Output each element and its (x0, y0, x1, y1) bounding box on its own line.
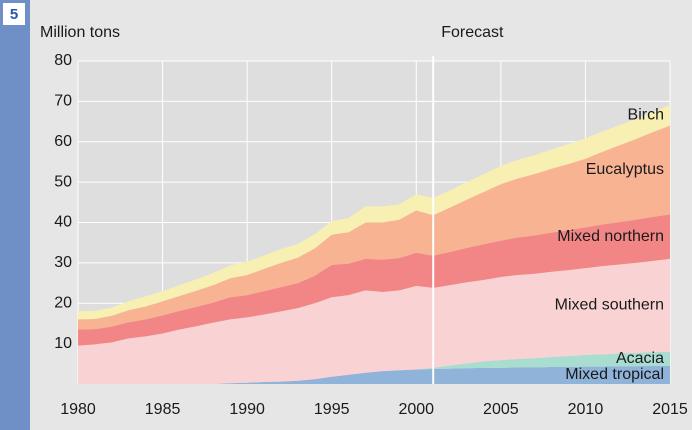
y-tick-label: 60 (54, 133, 72, 150)
x-tick-label: 2000 (398, 401, 434, 418)
y-tick-label: 50 (54, 173, 72, 190)
x-tick-label: 2010 (568, 401, 604, 418)
y-tick-label: 10 (54, 335, 72, 352)
y-tick-label: 40 (54, 214, 72, 231)
y-tick-label: 70 (54, 93, 72, 110)
series-label: Mixed tropical (565, 366, 664, 383)
series-label: Mixed northern (557, 228, 664, 245)
x-tick-label: 2015 (652, 401, 688, 418)
x-tick-label: 1980 (60, 401, 96, 418)
y-tick-label: 30 (54, 254, 72, 271)
y-tick-label: 20 (54, 294, 72, 311)
series-label: Eucalyptus (586, 161, 664, 178)
side-strip (0, 0, 30, 430)
x-tick-label: 2005 (483, 401, 519, 418)
area (78, 125, 670, 330)
area (78, 351, 670, 384)
area (78, 214, 670, 346)
x-tick-label: 1990 (229, 401, 265, 418)
x-tick-label: 1985 (145, 401, 181, 418)
area (78, 365, 670, 384)
series-label: Birch (628, 107, 664, 124)
area (78, 258, 670, 384)
series-label: Acacia (616, 350, 664, 367)
y-tick-label: 80 (54, 52, 72, 69)
annotation: Forecast (441, 24, 504, 41)
y-axis-label: Million tons (40, 24, 120, 41)
area (78, 105, 670, 320)
series-label: Mixed southern (555, 296, 664, 313)
badge-box (3, 3, 25, 25)
badge: 5 (10, 6, 18, 23)
x-tick-label: 1995 (314, 401, 350, 418)
